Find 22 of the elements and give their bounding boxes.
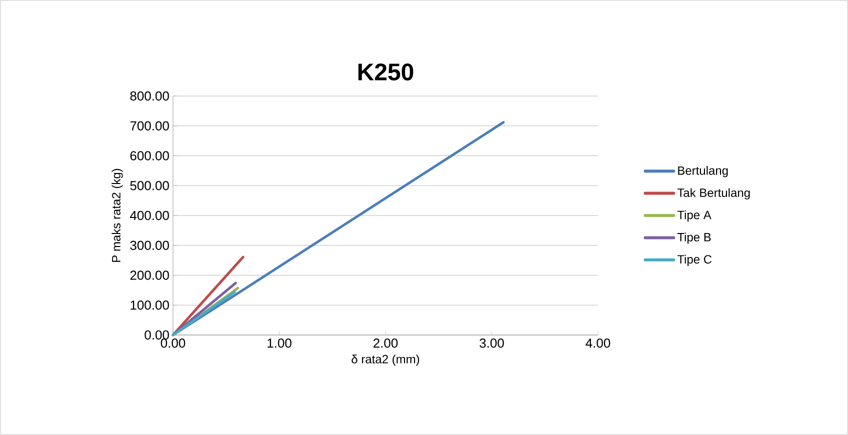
- legend-label: Tipe C: [677, 254, 712, 266]
- y-tick-label: 700.00: [130, 121, 169, 130]
- legend-label: Tak Bertulang: [677, 188, 750, 200]
- x-tick-label: 0.00: [160, 338, 186, 348]
- legend-label: Bertulang: [678, 166, 728, 178]
- y-axis-title: P maks rata2 (kg): [112, 168, 123, 262]
- chart-title: K250: [358, 63, 414, 80]
- x-tick-label: 2.00: [374, 338, 398, 348]
- y-tick-label: 800.00: [130, 91, 169, 101]
- y-tick-label: 500.00: [130, 181, 169, 190]
- y-tick-label: 400.00: [130, 210, 169, 220]
- y-tick-label: 200.00: [130, 270, 169, 280]
- x-tick-label: 4.00: [586, 338, 610, 348]
- x-tick-label: 3.00: [480, 338, 504, 348]
- y-tick-label: 300.00: [130, 240, 169, 250]
- legend-label: Tipe B: [677, 232, 711, 244]
- x-axis-title: δ rata2 (mm): [352, 354, 420, 366]
- y-tick-label: 0.00: [144, 330, 169, 340]
- y-tick-label: 100.00: [130, 300, 169, 310]
- x-tick-label: 1.00: [268, 338, 292, 348]
- legend-label: Tipe A: [677, 210, 712, 222]
- y-tick-label: 600.00: [130, 151, 169, 160]
